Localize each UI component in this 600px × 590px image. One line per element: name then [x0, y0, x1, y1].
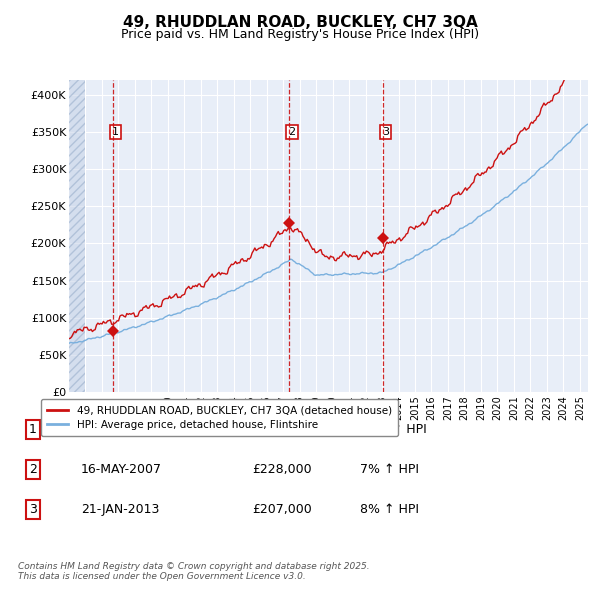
Text: 3: 3	[382, 127, 389, 137]
Text: 1: 1	[112, 127, 119, 137]
Text: 49, RHUDDLAN ROAD, BUCKLEY, CH7 3QA: 49, RHUDDLAN ROAD, BUCKLEY, CH7 3QA	[122, 15, 478, 30]
Text: £228,000: £228,000	[252, 463, 311, 476]
Text: 2: 2	[288, 127, 295, 137]
Bar	[69, 80, 85, 392]
Legend: 49, RHUDDLAN ROAD, BUCKLEY, CH7 3QA (detached house), HPI: Average price, detach: 49, RHUDDLAN ROAD, BUCKLEY, CH7 3QA (det…	[41, 399, 398, 436]
Text: 16-MAY-2007: 16-MAY-2007	[81, 463, 162, 476]
Text: £207,000: £207,000	[252, 503, 312, 516]
Text: 21-JAN-2013: 21-JAN-2013	[81, 503, 160, 516]
Text: 1: 1	[29, 423, 37, 436]
Text: 3: 3	[29, 503, 37, 516]
Text: £82,950: £82,950	[252, 423, 304, 436]
Text: 06-SEP-1996: 06-SEP-1996	[81, 423, 161, 436]
Text: 8% ↑ HPI: 8% ↑ HPI	[360, 503, 419, 516]
Text: Price paid vs. HM Land Registry's House Price Index (HPI): Price paid vs. HM Land Registry's House …	[121, 28, 479, 41]
Text: 7% ↑ HPI: 7% ↑ HPI	[360, 463, 419, 476]
Text: 19% ↑ HPI: 19% ↑ HPI	[360, 423, 427, 436]
Text: Contains HM Land Registry data © Crown copyright and database right 2025.
This d: Contains HM Land Registry data © Crown c…	[18, 562, 370, 581]
Text: 2: 2	[29, 463, 37, 476]
